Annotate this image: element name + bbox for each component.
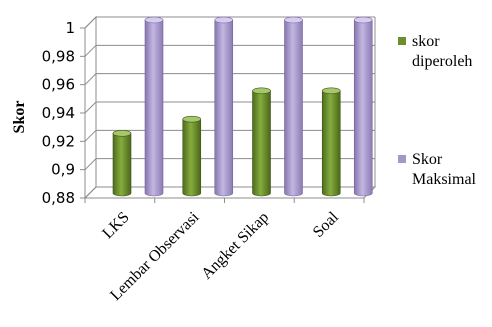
legend-swatch bbox=[398, 37, 406, 45]
gridline bbox=[84, 44, 375, 57]
legend-label: Maksimal bbox=[412, 171, 477, 188]
gridline bbox=[84, 186, 375, 199]
legend-label: diperoleh bbox=[412, 53, 472, 70]
bar-skor-maksimal-3 bbox=[284, 16, 303, 197]
y-tick-label: 0,96 bbox=[42, 76, 75, 94]
bar-skor-diperoleh-1 bbox=[112, 130, 132, 197]
y-axis-label: Skor bbox=[11, 101, 28, 134]
bar-skor-diperoleh-3 bbox=[252, 87, 271, 197]
x-category-label: LKS bbox=[99, 209, 132, 242]
legend-label: skor bbox=[412, 33, 440, 50]
bars bbox=[112, 16, 373, 197]
y-axis-ticks: 0,88 0,9 0,92 0,94 0,96 0,98 1 bbox=[42, 19, 75, 207]
y-tick-label: 0,94 bbox=[42, 104, 75, 122]
x-category-label: Angket Sikap bbox=[198, 209, 272, 283]
gridline bbox=[84, 158, 375, 171]
y-tick-label: 0,88 bbox=[42, 189, 75, 207]
bar-skor-maksimal-4 bbox=[353, 16, 373, 197]
y-tick-label: 0,9 bbox=[51, 161, 75, 179]
y-tick-label: 0,98 bbox=[42, 47, 75, 65]
legend-label: Skor bbox=[412, 151, 443, 168]
bar-skor-maksimal-2 bbox=[214, 16, 234, 197]
gridline bbox=[84, 101, 375, 114]
gridlines bbox=[80, 16, 375, 203]
legend-swatch bbox=[398, 155, 406, 163]
gridline bbox=[84, 16, 375, 29]
gridline bbox=[84, 73, 375, 86]
bar-skor-diperoleh-4 bbox=[321, 87, 341, 197]
gridline bbox=[84, 129, 375, 142]
bar-skor-maksimal-1 bbox=[144, 16, 164, 197]
y-tick-label: 1 bbox=[65, 19, 75, 37]
x-category-label: Soal bbox=[310, 208, 343, 241]
y-tick-label: 0,92 bbox=[42, 132, 75, 150]
bar-skor-diperoleh-2 bbox=[182, 115, 202, 197]
legend: skor diperoleh Skor Maksimal bbox=[398, 33, 477, 188]
